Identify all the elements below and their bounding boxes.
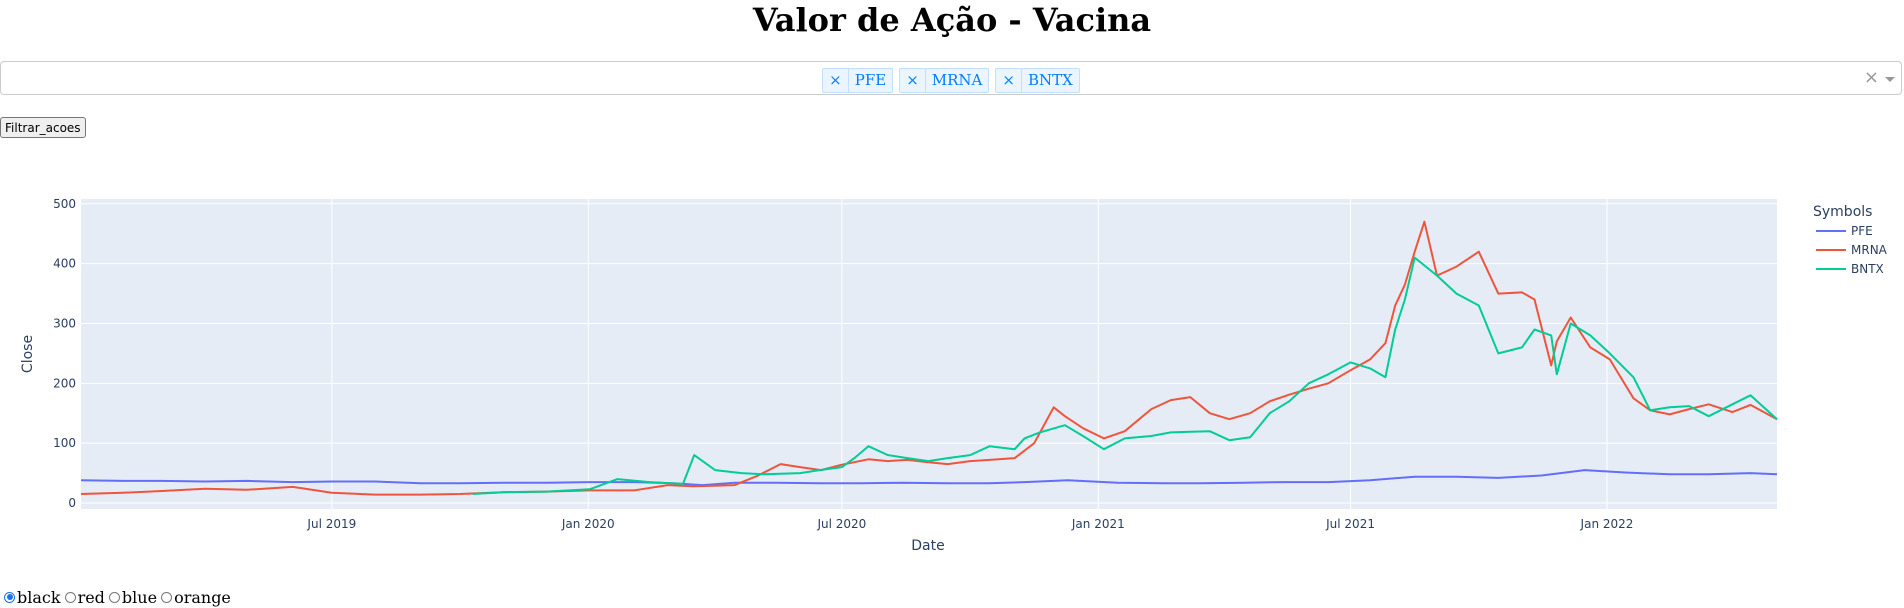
y-tick-label: 0: [68, 496, 76, 510]
legend-title: Symbols: [1813, 204, 1872, 220]
x-ticks: Jul 2019 Jan 2020 Jul 2020 Jan 2021 Jul 2021…: [306, 517, 1633, 531]
radio-red-circle[interactable]: [64, 591, 76, 603]
tag-label-pfe: PFE: [854, 71, 887, 89]
x-tick-label: Jul 2019: [306, 517, 356, 531]
radio-red-label: red: [77, 588, 105, 607]
legend: Symbols PFE MRNA BNTX: [1813, 204, 1888, 276]
series-line-bntx: [472, 256, 1778, 495]
legend-label-mrna: MRNA: [1851, 243, 1888, 257]
remove-bntx-icon[interactable]: ×: [996, 69, 1022, 92]
x-tick-label: Jul 2021: [1325, 517, 1375, 531]
remove-pfe-icon[interactable]: ×: [823, 69, 849, 92]
clear-all-icon[interactable]: ×: [1863, 67, 1879, 88]
filter-button[interactable]: Filtrar_acoes: [0, 117, 86, 138]
radio-black-circle[interactable]: [4, 591, 15, 603]
y-tick-label: 500: [53, 197, 76, 211]
radio-orange-circle[interactable]: [161, 591, 173, 603]
chevron-down-icon[interactable]: [1885, 77, 1895, 82]
y-tick-label: 300: [53, 316, 76, 330]
symbol-multiselect[interactable]: × PFE × MRNA × BNTX ×: [0, 61, 1902, 95]
selected-tags: × PFE × MRNA × BNTX: [1, 68, 1901, 93]
x-tick-label: Jul 2020: [816, 517, 866, 531]
y-axis-title: Close: [20, 335, 36, 373]
radio-blue-circle[interactable]: [108, 591, 120, 603]
radio-blue[interactable]: blue: [108, 588, 158, 608]
y-ticks: 0 100 200 300 400 500: [53, 197, 76, 510]
tag-label-mrna: MRNA: [931, 71, 983, 89]
series-line-mrna: [80, 220, 1778, 496]
y-tick-label: 400: [53, 257, 76, 271]
grid: [81, 199, 1777, 509]
tag-pfe: × PFE: [822, 68, 894, 93]
radio-orange-label: orange: [174, 588, 231, 607]
tag-mrna: × MRNA: [899, 68, 990, 93]
x-tick-label: Jan 2022: [1580, 517, 1634, 531]
x-tick-label: Jan 2020: [561, 517, 615, 531]
plot-area: [81, 199, 1777, 509]
stock-line-chart: 0 100 200 300 400 500 Jul 2019 Jan 2020 Jul 202…: [20, 197, 1888, 554]
page-title: Valor de Ação - Vacina: [752, 1, 1152, 39]
radio-red[interactable]: red: [64, 588, 105, 608]
color-radio-group: black red blue orange: [4, 588, 235, 608]
tag-bntx: × BNTX: [995, 68, 1080, 93]
radio-black-label: black: [17, 588, 61, 607]
radio-orange[interactable]: orange: [161, 588, 231, 608]
series-line-pfe: [80, 469, 1778, 487]
y-tick-label: 100: [53, 436, 76, 450]
x-axis-title: Date: [911, 538, 944, 554]
x-tick-label: Jan 2021: [1071, 517, 1125, 531]
radio-black[interactable]: black: [4, 588, 61, 608]
radio-blue-label: blue: [121, 588, 158, 607]
series-lines: [80, 220, 1778, 496]
y-tick-label: 200: [53, 376, 76, 390]
legend-label-pfe: PFE: [1851, 224, 1873, 238]
tag-label-bntx: BNTX: [1027, 71, 1073, 89]
legend-label-bntx: BNTX: [1851, 262, 1884, 276]
remove-mrna-icon[interactable]: ×: [900, 69, 926, 92]
